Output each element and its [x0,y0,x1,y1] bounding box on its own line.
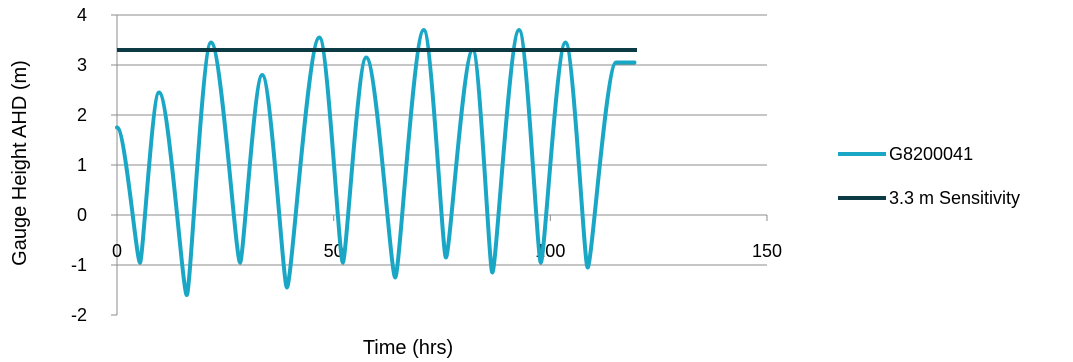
y-tick-label: 4 [77,5,87,25]
legend: G8200041 3.3 m Sensitivity [838,144,1020,208]
y-axis-title: Gauge Height AHD (m) [9,60,31,266]
y-tick-label: 2 [77,105,87,125]
y-tick-label: 0 [77,205,87,225]
y-tick-label: 3 [77,55,87,75]
x-tick-label: 0 [112,241,122,261]
legend-label: G8200041 [889,144,973,164]
y-tick-label: 1 [77,155,87,175]
x-axis-title: Time (hrs) [363,337,453,359]
legend-label: 3.3 m Sensitivity [889,188,1020,208]
y-tick-label: -2 [71,305,87,325]
x-tick-label: 150 [752,241,782,261]
y-tick-label: -1 [71,255,87,275]
